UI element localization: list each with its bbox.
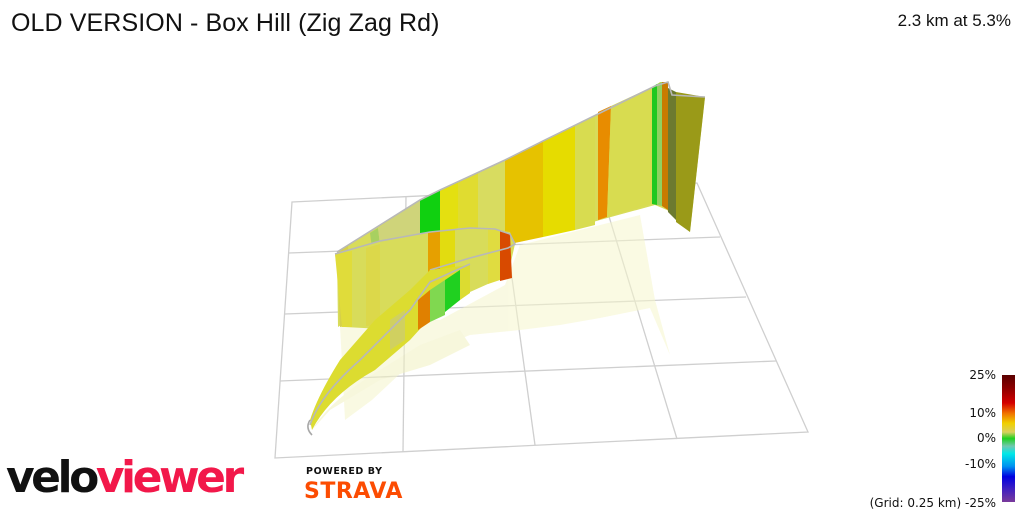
legend-label-minus25-grid: (Grid: 0.25 km) -25% xyxy=(869,496,996,510)
wall-front xyxy=(307,263,471,436)
strava-logo[interactable]: STRAVA xyxy=(304,479,403,504)
legend-label-0: 0% xyxy=(976,431,996,445)
segment-title: OLD VERSION - Box Hill (Zig Zag Rd) xyxy=(11,9,440,37)
logo-viewer-text: viewer xyxy=(95,452,244,503)
legend-label-minus10: -10% xyxy=(964,457,996,471)
gradient-color-scale xyxy=(1002,375,1015,502)
legend-label-10: 10% xyxy=(969,406,996,420)
powered-by-label: POWERED BY xyxy=(306,466,383,477)
veloviewer-logo[interactable]: veloviewer xyxy=(6,452,244,503)
legend-label-25: 25% xyxy=(969,368,996,382)
segment-summary: 2.3 km at 5.3% xyxy=(897,11,1011,30)
logo-velo-text: velo xyxy=(6,452,99,503)
wall-shadow xyxy=(312,215,670,430)
